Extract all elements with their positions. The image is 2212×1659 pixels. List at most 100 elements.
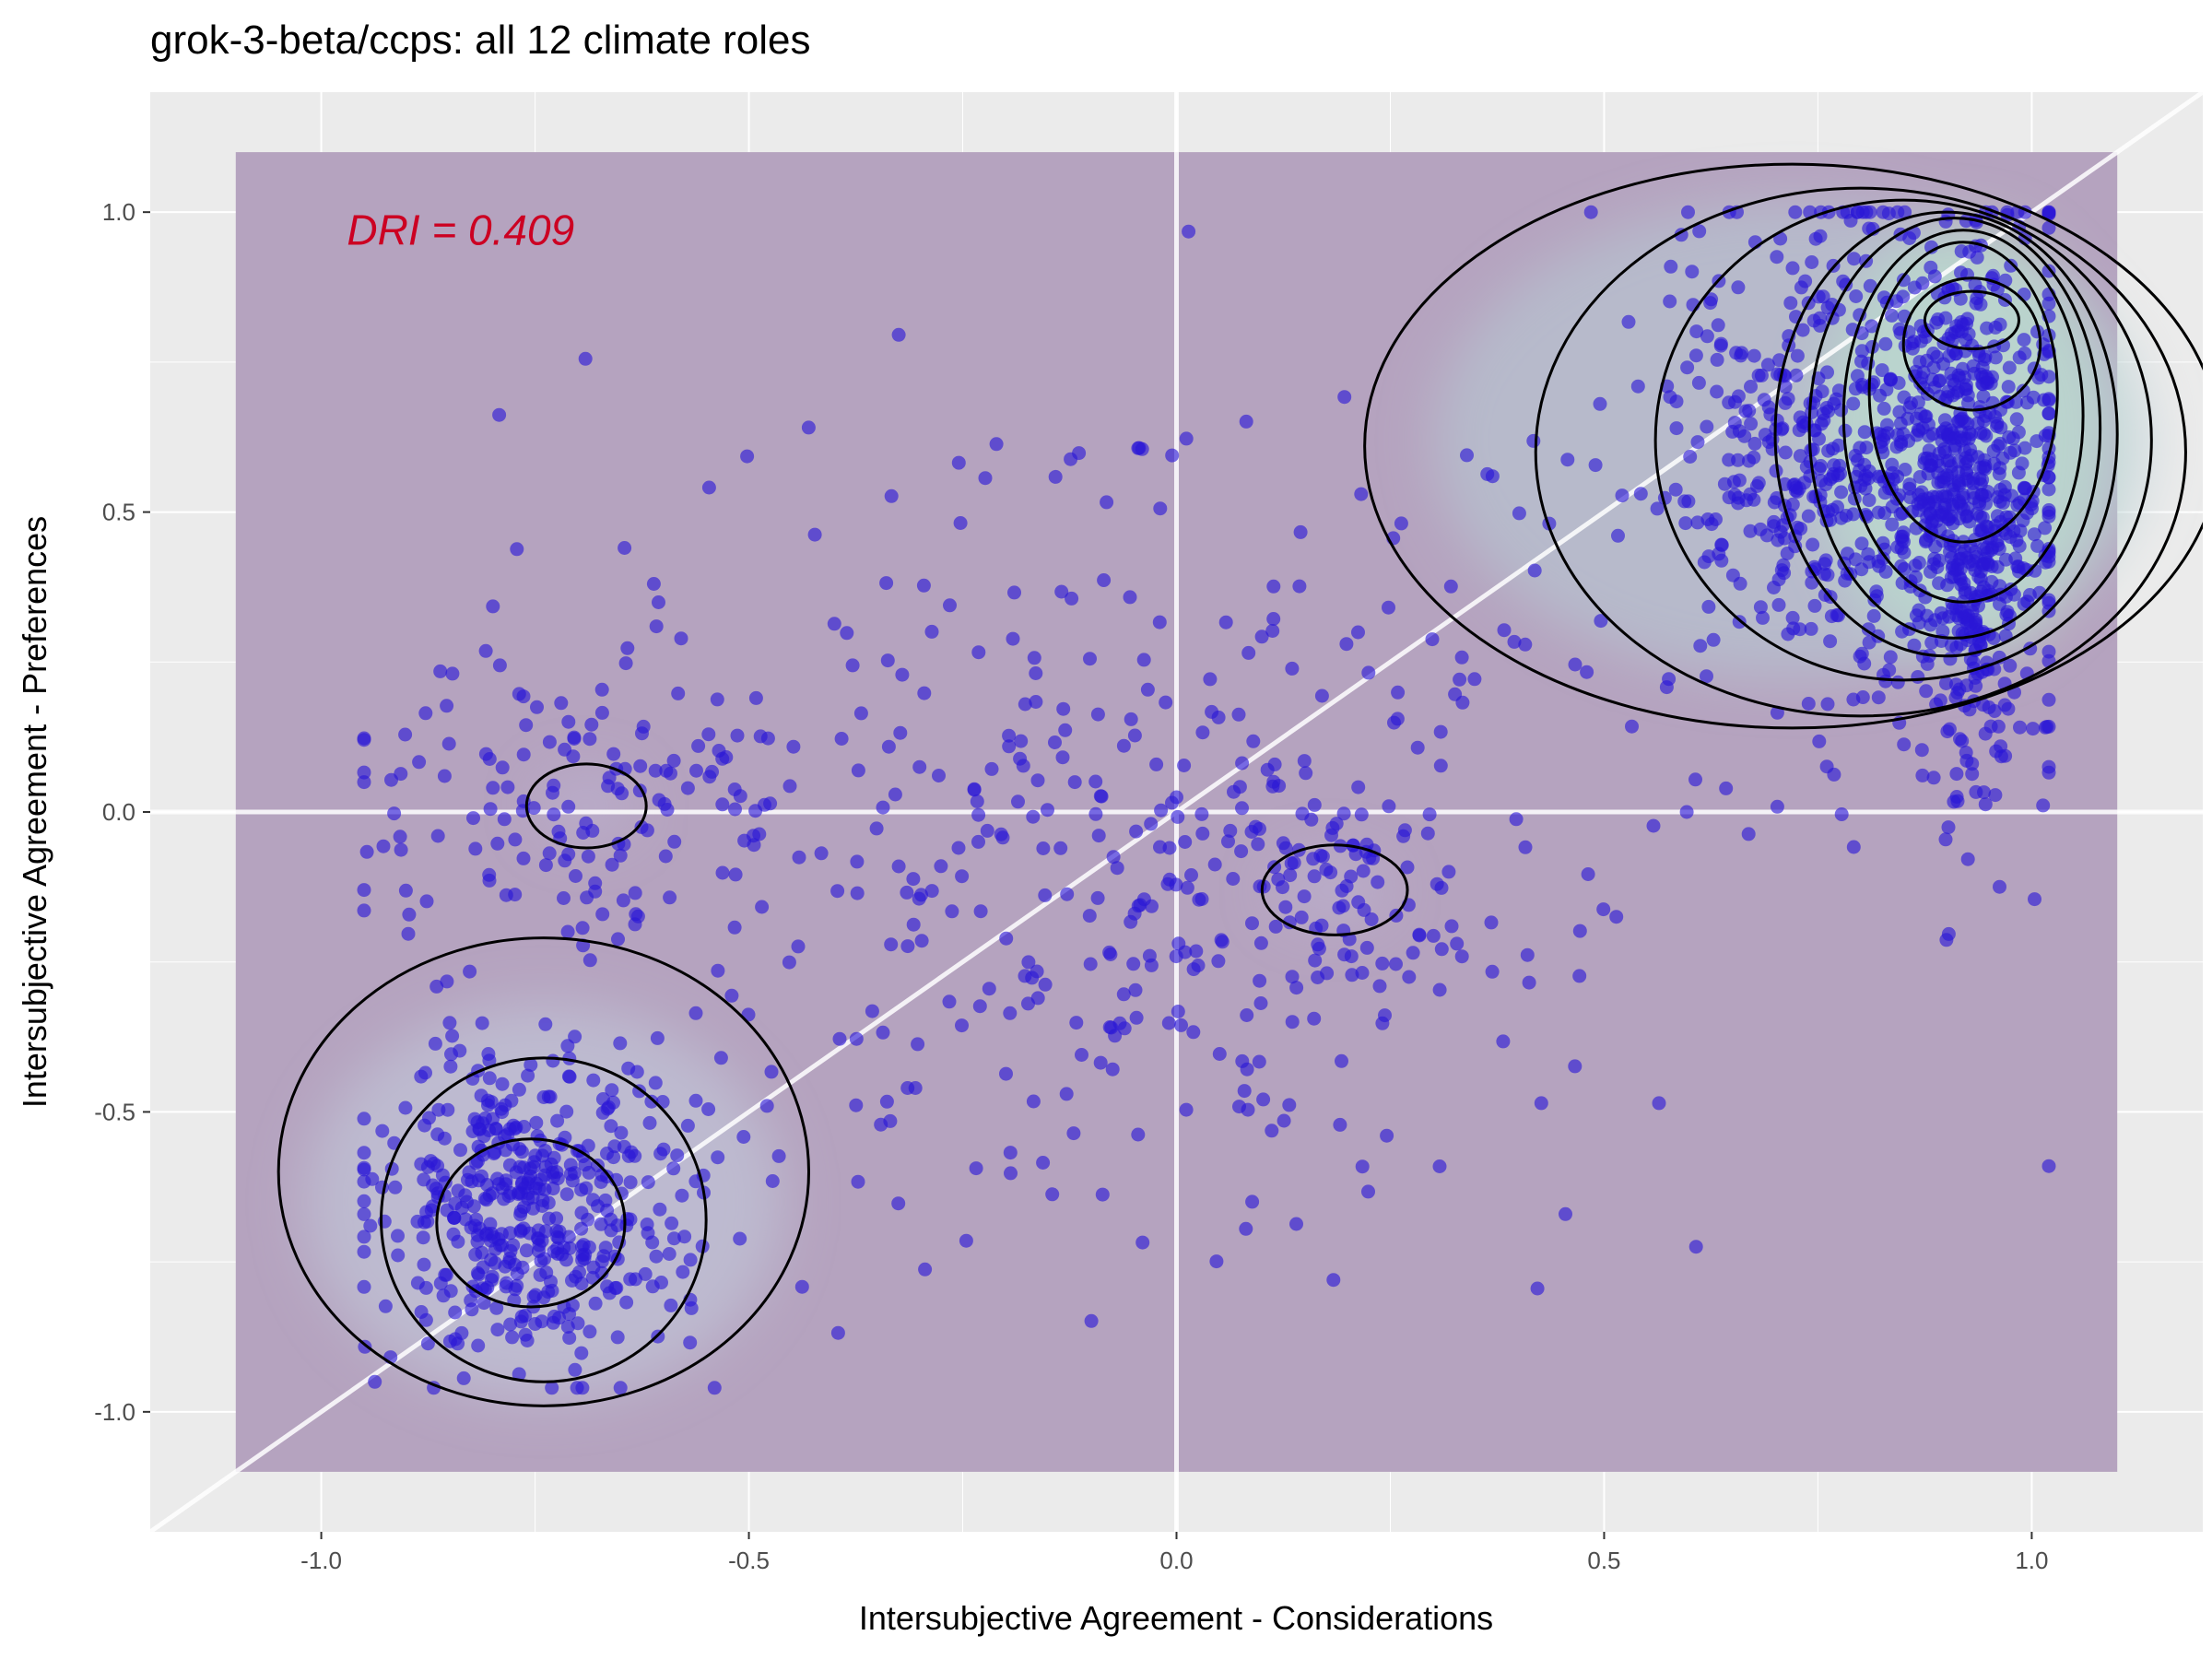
data-point <box>1700 669 1713 684</box>
data-point <box>1497 623 1512 638</box>
data-point <box>2012 350 2027 365</box>
data-point <box>782 779 797 794</box>
data-point <box>1988 788 2003 803</box>
data-point <box>508 832 523 847</box>
data-point <box>1744 417 1759 431</box>
data-point <box>1941 281 1956 296</box>
data-point <box>918 1262 933 1277</box>
data-point <box>683 1335 698 1350</box>
data-point <box>1002 739 1017 754</box>
data-point <box>516 747 531 762</box>
data-point <box>1271 872 1286 887</box>
data-point <box>600 1279 615 1294</box>
data-point <box>430 829 445 843</box>
data-point <box>1862 493 1877 508</box>
data-point <box>1534 1096 1548 1111</box>
data-point <box>1048 469 1063 484</box>
data-point <box>1733 576 1747 591</box>
data-point <box>2019 562 2034 577</box>
data-point <box>733 1231 747 1246</box>
data-point <box>728 867 743 882</box>
data-point <box>1027 651 1041 665</box>
data-point <box>1894 541 1909 556</box>
data-point <box>495 760 510 775</box>
data-point <box>1819 759 1834 774</box>
data-point <box>653 1202 667 1217</box>
data-point <box>1742 404 1757 418</box>
data-point <box>605 1083 619 1098</box>
data-point <box>640 1218 654 1231</box>
data-point <box>733 789 747 804</box>
data-point <box>1885 517 1900 532</box>
data-point <box>1215 935 1230 949</box>
data-point <box>1240 1008 1254 1022</box>
data-point <box>1812 734 1827 748</box>
data-point <box>440 699 454 713</box>
data-point <box>1277 1113 1291 1128</box>
data-point <box>1397 823 1412 838</box>
data-point <box>1757 393 1771 407</box>
data-point <box>705 764 719 779</box>
data-point <box>666 1231 681 1246</box>
data-point <box>1681 205 1695 219</box>
data-point <box>649 619 664 634</box>
data-point <box>613 848 628 863</box>
data-point <box>945 904 959 919</box>
data-point <box>1371 875 1385 889</box>
data-point <box>2001 380 2016 394</box>
data-point <box>1790 348 1805 363</box>
data-point <box>422 1111 436 1125</box>
data-point <box>1095 1187 1110 1202</box>
data-point <box>2041 406 2056 421</box>
data-point <box>1831 608 1845 623</box>
data-point <box>1335 1053 1348 1068</box>
data-point <box>2031 371 2046 385</box>
data-point <box>1007 585 1021 600</box>
data-point <box>569 869 582 883</box>
data-point <box>521 1068 535 1083</box>
data-point <box>1572 969 1587 983</box>
data-point <box>500 780 515 794</box>
data-point <box>1056 701 1071 716</box>
data-point <box>1701 549 1716 564</box>
data-point <box>2011 465 2026 480</box>
data-point <box>2013 720 2027 735</box>
data-point <box>1865 319 1879 334</box>
data-point <box>1093 1055 1108 1070</box>
data-point <box>621 1061 636 1076</box>
data-point <box>502 1158 517 1172</box>
data-point <box>1278 900 1293 914</box>
data-point <box>1949 641 1964 655</box>
data-point <box>969 1161 983 1176</box>
data-point <box>1771 533 1785 547</box>
data-point <box>1690 515 1705 530</box>
data-point <box>1410 740 1425 755</box>
data-point <box>832 1031 847 1046</box>
data-point <box>1311 971 1325 984</box>
data-point <box>2036 798 2051 813</box>
data-point <box>582 732 597 747</box>
data-point <box>1714 537 1729 552</box>
data-point <box>468 841 483 856</box>
data-point <box>1778 445 1793 460</box>
data-point <box>574 1346 589 1360</box>
data-point <box>1097 573 1112 587</box>
density-contour <box>380 1056 708 1383</box>
data-point <box>711 1150 725 1165</box>
data-point <box>1245 1194 1260 1209</box>
data-point <box>865 1004 879 1018</box>
data-point <box>447 1210 461 1225</box>
data-point <box>581 1138 595 1153</box>
data-point <box>1663 390 1677 405</box>
data-point <box>959 1233 973 1248</box>
data-point <box>1912 355 1927 370</box>
data-point <box>628 886 642 900</box>
y-tick-label: 1.0 <box>102 198 135 226</box>
data-point <box>853 706 868 721</box>
data-point <box>1226 872 1241 886</box>
data-point <box>578 351 593 366</box>
data-point <box>876 1025 890 1040</box>
data-point <box>771 1148 786 1163</box>
data-point <box>489 1300 504 1315</box>
